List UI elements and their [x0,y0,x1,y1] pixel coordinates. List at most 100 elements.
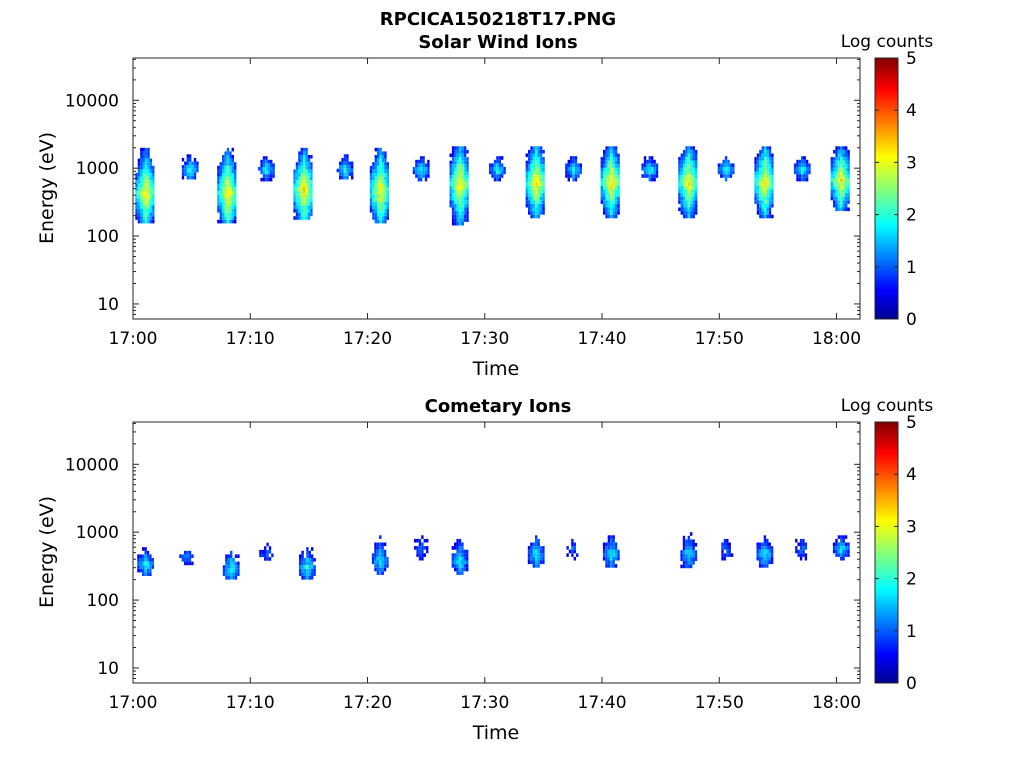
heatmap-cell [377,173,380,177]
heatmap-cell [683,157,686,161]
heatmap-cell [530,153,533,158]
heatmap-cell [726,549,729,554]
heatmap-cell [262,156,266,160]
heatmap-cell [612,538,615,543]
heatmap-cell [847,160,850,165]
heatmap-cell [617,185,620,190]
heatmap-cell [830,157,833,161]
heatmap-cell [463,175,467,179]
heatmap-cell [768,167,772,172]
heatmap-cell [454,196,457,201]
heatmap-cell [421,549,424,554]
heatmap-cell [421,546,424,550]
heatmap-cell [761,171,764,176]
heatmap-cell [579,167,582,171]
heatmap-cell [371,553,375,557]
heatmap-cell [272,170,275,175]
heatmap-cell [379,553,382,557]
heatmap-cell [678,167,681,172]
heatmap-cell [833,167,836,172]
heatmap-cell [310,169,313,173]
heatmap-cell [603,149,606,154]
heatmap-cell [458,560,462,565]
heatmap-cell [770,560,774,565]
y-tick-label: 1000 [76,159,119,179]
heatmap-cell [137,187,141,191]
heatmap-cell [692,167,695,172]
heatmap-cell [466,214,469,219]
heatmap-cell [685,171,688,176]
heatmap-cell [265,174,268,178]
heatmap-cell [369,165,373,170]
heatmap-cell [847,153,850,158]
heatmap-cell [771,196,774,201]
heatmap-cell [193,175,197,180]
heatmap-cell [147,162,150,166]
heatmap-cell [795,538,798,543]
heatmap-cell [459,153,462,158]
heatmap-cell [374,180,377,184]
heatmap-cell [830,193,833,197]
heatmap-cell [184,561,187,566]
heatmap-cell [461,221,464,226]
heatmap-cell [300,158,303,163]
heatmap-cell [605,189,608,194]
heatmap-cell [528,157,531,161]
heatmap-cell [577,163,580,167]
heatmap-cell [612,546,615,550]
heatmap-cell [456,560,459,565]
heatmap-cell [570,156,573,160]
heatmap-cell [761,211,764,215]
heatmap-cell [379,191,382,195]
heatmap-cell [142,169,145,173]
heatmap-cell [196,165,199,169]
heatmap-cell [303,558,307,562]
heatmap-cell [690,189,693,194]
heatmap-cell [537,200,540,204]
heatmap-cell [456,193,460,197]
heatmap-cell [217,201,220,206]
heatmap-cell [224,198,227,202]
heatmap-cell [456,556,459,561]
heatmap-cell [759,185,762,190]
heatmap-cell [607,203,611,208]
heatmap-cell [565,163,568,167]
heatmap-cell [761,160,764,165]
heatmap-cell [217,198,220,202]
x-tick-label: 17:30 [460,693,509,713]
heatmap-cell [384,212,387,217]
heatmap-cell [306,547,309,551]
heatmap-cell [381,194,385,199]
heatmap-cell [181,165,185,169]
heatmap-cell [617,211,620,215]
y-tick-label: 100 [87,591,119,611]
heatmap-cell [530,196,533,201]
heatmap-cell [416,546,419,550]
heatmap-cell [847,149,850,154]
heatmap-cell [146,565,150,569]
heatmap-cell [376,571,380,575]
heatmap-cell [377,212,380,217]
heatmap-cell [137,561,140,566]
heatmap-cell [687,178,691,183]
heatmap-cell [525,196,528,201]
heatmap-cell [422,163,425,167]
heatmap-cell [146,558,150,562]
heatmap-cell [461,157,464,161]
heatmap-cell [142,212,145,217]
heatmap-cell [532,171,536,176]
heatmap-cell [842,178,845,183]
heatmap-cell [234,198,237,202]
heatmap-cell [537,146,540,150]
heatmap-cell [607,564,611,568]
heatmap-cell [603,200,606,204]
heatmap-cell [305,191,308,195]
heatmap-cell [374,194,377,199]
heatmap-cell [463,214,467,219]
heatmap-cell [381,201,385,206]
heatmap-cell [840,153,843,158]
heatmap-cell [374,567,377,572]
heatmap-cell [685,211,688,215]
heatmap-cell [840,203,843,208]
heatmap-cell [680,167,683,172]
